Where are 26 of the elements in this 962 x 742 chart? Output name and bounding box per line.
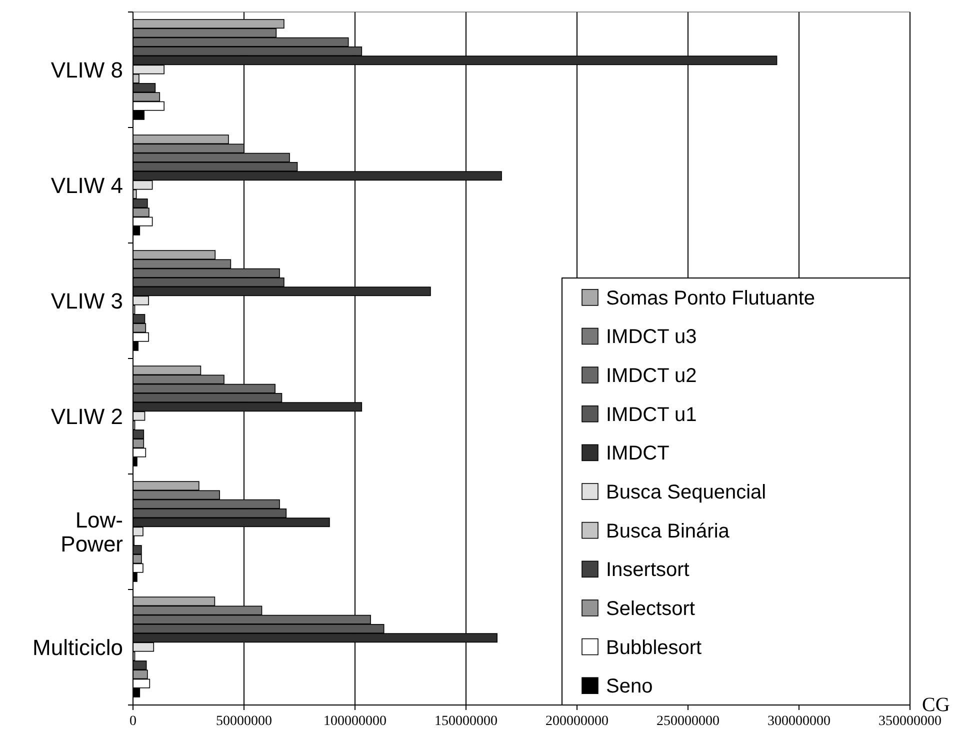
legend-label: Somas Ponto Flutuante xyxy=(606,287,816,310)
legend-label: IMDCT xyxy=(606,442,670,465)
y-tick-label: Low-Power xyxy=(60,507,123,557)
legend-label: Seno xyxy=(606,676,653,698)
legend-label: IMDCT u1 xyxy=(606,404,697,426)
x-tick-label: 250000000 xyxy=(656,714,720,729)
legend-label: Busca Binária xyxy=(606,520,730,542)
legend-label: IMDCT u2 xyxy=(606,365,697,388)
x-tick-label: 150000000 xyxy=(434,714,498,729)
x-tick-label: 350000000 xyxy=(878,714,942,729)
x-axis-title: CG xyxy=(922,694,950,716)
y-tick-label: VLIW 4 xyxy=(50,172,123,198)
x-tick-label: 0 xyxy=(130,714,136,729)
x-tick-label: 300000000 xyxy=(768,714,830,729)
y-tick-label: Multiciclo xyxy=(32,634,123,660)
legend-label: Insertsort xyxy=(606,559,690,582)
legend-label: Selectsort xyxy=(606,598,696,620)
y-tick-label: VLIW 3 xyxy=(50,288,123,314)
y-tick-label: VLIW 2 xyxy=(50,404,123,429)
x-tick-label: 100000000 xyxy=(324,714,386,729)
legend-label: Bubblesort xyxy=(606,636,702,659)
x-tick-label: 50000000 xyxy=(216,714,272,729)
y-tick-label: VLIW 8 xyxy=(50,57,123,82)
legend-label: Busca Sequencial xyxy=(606,482,766,504)
x-tick-label: 200000000 xyxy=(546,714,608,729)
legend-label: IMDCT u3 xyxy=(606,326,697,348)
